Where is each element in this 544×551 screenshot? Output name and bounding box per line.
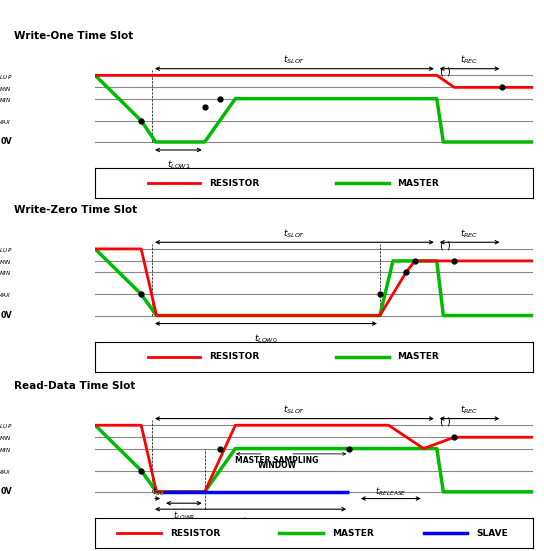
Text: V$_{IL MAX}$: V$_{IL MAX}$ <box>0 464 12 477</box>
Text: 0V: 0V <box>0 311 12 320</box>
Text: $t_{RDV}$: $t_{RDV}$ <box>242 516 260 528</box>
Text: MASTER: MASTER <box>332 528 373 538</box>
Text: ): ) <box>447 67 450 77</box>
Text: MASTER: MASTER <box>397 352 439 361</box>
Text: $t_{LOW1}$: $t_{LOW1}$ <box>166 159 190 171</box>
Text: MASTER: MASTER <box>397 179 439 188</box>
Text: SLAVE: SLAVE <box>476 528 508 538</box>
Text: V$_{PULLUP MIN}$: V$_{PULLUP MIN}$ <box>0 81 12 94</box>
Text: $t_{SU}$: $t_{SU}$ <box>152 485 165 498</box>
Text: V$_{PULLUP MIN}$: V$_{PULLUP MIN}$ <box>0 431 12 444</box>
Text: Write-Zero Time Slot: Write-Zero Time Slot <box>14 204 137 214</box>
Text: RESISTOR: RESISTOR <box>209 179 259 188</box>
Text: $t_{REC}$: $t_{REC}$ <box>460 53 479 66</box>
Text: 0V: 0V <box>0 138 12 147</box>
Text: (: ( <box>439 417 443 426</box>
Text: V$_{PULLUP}$: V$_{PULLUP}$ <box>0 69 12 82</box>
Text: 0V: 0V <box>0 488 12 496</box>
Text: RESISTOR: RESISTOR <box>170 528 220 538</box>
Text: V$_{PULLUP}$: V$_{PULLUP}$ <box>0 242 12 255</box>
Text: V$_{IH MIN}$: V$_{IH MIN}$ <box>0 442 12 455</box>
Text: ): ) <box>447 417 450 426</box>
Text: V$_{PULLUP MIN}$: V$_{PULLUP MIN}$ <box>0 255 12 267</box>
Text: RESISTOR: RESISTOR <box>209 352 259 361</box>
Text: $t_{SLOT}$: $t_{SLOT}$ <box>283 53 306 66</box>
Text: $t_{RELEASE}$: $t_{RELEASE}$ <box>375 485 406 498</box>
Text: $t_{LOWR}$: $t_{LOWR}$ <box>172 510 195 522</box>
Text: $t_{LOW0}$: $t_{LOW0}$ <box>254 332 278 345</box>
Text: (: ( <box>439 240 443 250</box>
Text: V$_{IL MAX}$: V$_{IL MAX}$ <box>0 115 12 127</box>
Text: Read-Data Time Slot: Read-Data Time Slot <box>14 381 135 391</box>
Text: WINDOW: WINDOW <box>257 461 296 469</box>
Text: (: ( <box>439 67 443 77</box>
Text: $t_{REC}$: $t_{REC}$ <box>460 403 479 416</box>
Text: $t_{REC}$: $t_{REC}$ <box>460 227 479 240</box>
Text: V$_{IH MIN}$: V$_{IH MIN}$ <box>0 93 12 105</box>
Text: V$_{IL MAX}$: V$_{IL MAX}$ <box>0 288 12 300</box>
Text: V$_{IH MIN}$: V$_{IH MIN}$ <box>0 266 12 278</box>
Text: $t_{SLOT}$: $t_{SLOT}$ <box>283 403 306 416</box>
Text: V$_{PULLUP}$: V$_{PULLUP}$ <box>0 419 12 431</box>
Text: ): ) <box>447 240 450 250</box>
Text: Write-One Time Slot: Write-One Time Slot <box>14 31 133 41</box>
Text: $t_{SLOT}$: $t_{SLOT}$ <box>283 227 306 240</box>
Text: MASTER SAMPLING: MASTER SAMPLING <box>235 456 319 465</box>
